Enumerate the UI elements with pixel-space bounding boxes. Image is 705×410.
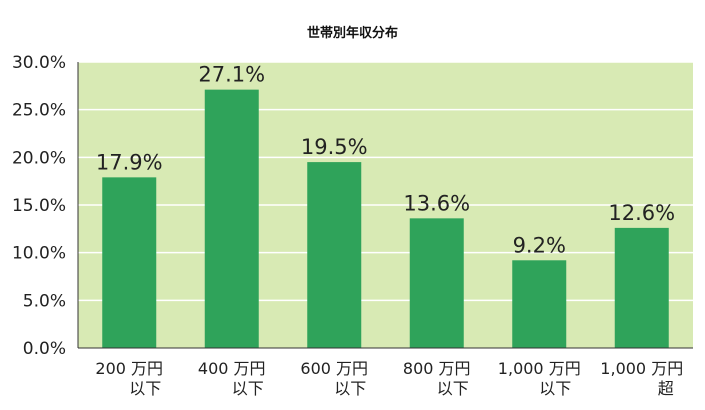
x-category-label: 800 万円	[403, 359, 471, 378]
chart-title: 世帯別年収分布	[306, 26, 398, 41]
x-category-label: 超	[658, 379, 674, 398]
y-tick-label: 5.0%	[23, 291, 66, 311]
data-label: 12.6%	[608, 201, 675, 225]
y-tick-label: 15.0%	[12, 196, 66, 216]
x-category-label: 1,000 万円	[498, 359, 581, 378]
data-label: 27.1%	[198, 63, 265, 87]
bar	[307, 162, 362, 348]
y-tick-label: 30.0%	[12, 53, 66, 73]
x-category-label: 以下	[539, 379, 571, 398]
x-category-label: 以下	[232, 379, 264, 398]
y-tick-label: 10.0%	[12, 244, 66, 264]
bar	[102, 177, 157, 348]
x-category-label: 600 万円	[300, 359, 368, 378]
y-tick-label: 25.0%	[12, 101, 66, 121]
x-category-label: 400 万円	[198, 359, 266, 378]
y-tick-label: 20.0%	[12, 148, 66, 168]
bar	[204, 89, 259, 348]
x-category-label: 以下	[129, 379, 161, 398]
bar	[614, 227, 669, 348]
x-category-label: 1,000 万円	[600, 359, 683, 378]
y-tick-labels: 0.0% 5.0% 10.0% 15.0% 20.0% 25.0% 30.0%	[12, 53, 66, 359]
y-tick-label: 0.0%	[23, 339, 66, 359]
x-category-label: 以下	[437, 379, 469, 398]
data-label: 19.5%	[301, 135, 368, 159]
x-category-label: 以下	[334, 379, 366, 398]
gridlines	[78, 61, 693, 302]
bars	[102, 89, 669, 348]
axes	[77, 62, 693, 349]
x-category-label: 200 万円	[95, 359, 163, 378]
data-label: 9.2%	[513, 233, 566, 257]
data-label: 17.9%	[96, 150, 163, 174]
data-labels: 17.9% 27.1% 19.5% 13.6% 9.2% 12.6%	[96, 63, 675, 258]
data-label: 13.6%	[403, 191, 470, 215]
bar	[512, 260, 567, 348]
bar	[409, 218, 464, 348]
